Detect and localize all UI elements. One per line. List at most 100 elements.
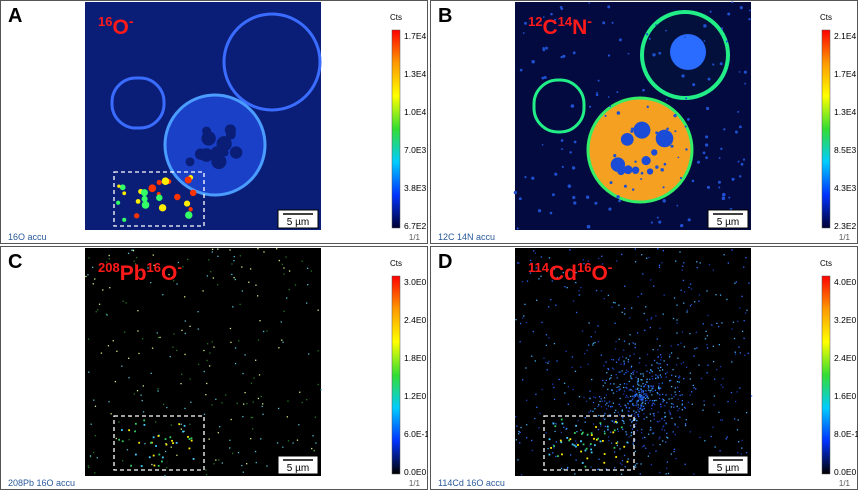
speckle bbox=[522, 32, 525, 34]
speckle bbox=[665, 394, 667, 396]
speckle bbox=[175, 349, 178, 352]
speckle bbox=[590, 466, 592, 468]
speckle bbox=[239, 255, 241, 257]
hotspot bbox=[613, 429, 616, 432]
speckle bbox=[205, 473, 208, 476]
speckle bbox=[611, 306, 613, 308]
speckle bbox=[515, 416, 517, 418]
speckle bbox=[639, 473, 641, 475]
speckle bbox=[623, 340, 626, 342]
speckle bbox=[661, 428, 663, 431]
speckle bbox=[516, 227, 519, 230]
hotspot bbox=[134, 422, 137, 425]
speckle bbox=[202, 290, 204, 292]
speckle bbox=[636, 371, 638, 373]
speckle bbox=[613, 411, 616, 414]
speckle bbox=[744, 82, 747, 85]
colorbar-tick-label: 2.4E0 bbox=[834, 353, 856, 363]
speckle bbox=[138, 352, 140, 355]
speckle bbox=[592, 423, 595, 425]
speckle bbox=[679, 251, 681, 253]
speckle bbox=[670, 345, 672, 347]
speckle bbox=[670, 453, 672, 455]
speckle bbox=[658, 388, 661, 391]
speckle bbox=[601, 400, 603, 402]
speckle bbox=[262, 403, 264, 405]
speckle bbox=[632, 385, 634, 387]
speckle bbox=[633, 404, 635, 407]
speckle bbox=[705, 135, 709, 139]
colorbar-tick-label: 8.0E-1 bbox=[834, 429, 858, 439]
speckle bbox=[567, 386, 570, 388]
speckle bbox=[238, 340, 240, 342]
speckle bbox=[634, 464, 636, 466]
speckle bbox=[628, 380, 630, 383]
speckle bbox=[663, 360, 665, 362]
speckle bbox=[652, 349, 654, 351]
speckle bbox=[617, 430, 620, 433]
speckle bbox=[673, 448, 676, 450]
speckle bbox=[741, 447, 743, 449]
speckle bbox=[625, 405, 627, 407]
speckle bbox=[575, 271, 577, 274]
speckle bbox=[128, 377, 130, 379]
speckle bbox=[638, 362, 641, 364]
speckle bbox=[728, 196, 731, 199]
speckle bbox=[658, 383, 660, 385]
speckle bbox=[615, 418, 617, 421]
speckle bbox=[168, 273, 170, 276]
speckle bbox=[743, 70, 747, 74]
speckle bbox=[648, 386, 650, 388]
speckle bbox=[299, 391, 301, 393]
speckle bbox=[680, 289, 682, 291]
speckle bbox=[645, 364, 647, 367]
speckle bbox=[714, 446, 716, 448]
speckle bbox=[719, 62, 723, 66]
speckle bbox=[646, 370, 648, 372]
speckle bbox=[653, 418, 655, 420]
speckle bbox=[646, 396, 648, 398]
colorbar-tick-label: 2.3E2 bbox=[834, 221, 856, 231]
speckle bbox=[607, 405, 610, 407]
speckle bbox=[616, 441, 619, 443]
frame-counter: 1/1 bbox=[409, 233, 421, 242]
speckle bbox=[108, 401, 110, 403]
speckle bbox=[659, 345, 661, 347]
vacuole bbox=[651, 149, 658, 156]
hotspot bbox=[550, 446, 552, 449]
speckle bbox=[720, 384, 722, 386]
speckle bbox=[702, 409, 704, 411]
hotspot bbox=[169, 436, 172, 439]
speckle bbox=[657, 393, 659, 395]
speckle bbox=[607, 294, 610, 297]
speckle bbox=[157, 336, 160, 339]
speckle bbox=[266, 465, 268, 467]
speckle bbox=[112, 340, 114, 342]
speckle bbox=[206, 382, 208, 385]
speckle bbox=[257, 295, 259, 297]
speckle bbox=[98, 303, 101, 305]
speckle bbox=[631, 428, 634, 430]
colorbar-unit: Cts bbox=[390, 259, 402, 268]
speckle bbox=[607, 429, 609, 431]
speckle bbox=[554, 430, 556, 433]
speckle bbox=[640, 389, 643, 391]
speckle bbox=[563, 382, 566, 384]
speckle bbox=[619, 383, 621, 386]
speckle bbox=[607, 96, 610, 98]
frame-counter: 1/1 bbox=[409, 479, 421, 488]
speckle bbox=[609, 400, 611, 403]
speckle bbox=[287, 400, 289, 402]
speckle bbox=[688, 286, 690, 289]
speckle bbox=[689, 305, 692, 307]
speckle bbox=[93, 399, 95, 401]
speckle bbox=[706, 185, 711, 189]
vacuole bbox=[202, 126, 212, 136]
colorbar-tick-label: 4.0E0 bbox=[834, 277, 856, 287]
speckle bbox=[632, 342, 634, 344]
speckle bbox=[600, 406, 603, 408]
speckle bbox=[659, 363, 661, 365]
speckle bbox=[612, 301, 615, 304]
speckle bbox=[661, 382, 664, 384]
